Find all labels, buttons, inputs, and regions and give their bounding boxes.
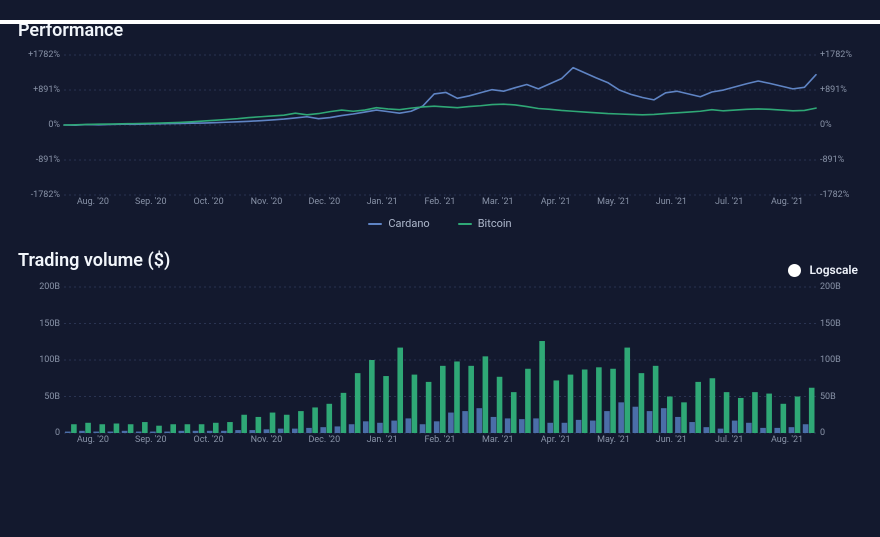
performance-x-axis: Aug. '20Sep. '20Oct. '20Nov. '20Dec. '20…	[64, 197, 816, 211]
volume-y-axis-left: 200B150B100B50B0	[18, 283, 64, 449]
toggle-dot-icon	[788, 264, 801, 277]
logscale-label: Logscale	[809, 263, 858, 277]
legend-item: Cardano	[368, 217, 429, 230]
legend-label: Cardano	[388, 217, 429, 230]
performance-legend: Cardano Bitcoin	[18, 217, 862, 230]
performance-chart: +1782%+891%0%-891%-1782% +1782%+891%0%-8…	[18, 53, 862, 211]
volume-x-axis: Aug. '20Sep. '20Oct. '20Nov. '20Dec. '20…	[64, 435, 816, 449]
performance-svg	[18, 53, 862, 211]
volume-title: Trading volume ($)	[18, 250, 862, 271]
performance-y-axis-left: +1782%+891%0%-891%-1782%	[18, 53, 64, 211]
legend-swatch-icon	[458, 223, 472, 225]
legend-item: Bitcoin	[458, 217, 512, 230]
volume-chart: Logscale 200B150B100B50B0 200B150B100B50…	[18, 283, 862, 449]
legend-label: Bitcoin	[478, 217, 512, 230]
logscale-toggle[interactable]: Logscale	[788, 263, 858, 277]
legend-swatch-icon	[368, 223, 382, 225]
volume-y-axis-right: 200B150B100B50B0	[816, 283, 862, 449]
performance-y-axis-right: +1782%+891%0%-891%-1782%	[816, 53, 862, 211]
volume-svg	[18, 283, 862, 449]
